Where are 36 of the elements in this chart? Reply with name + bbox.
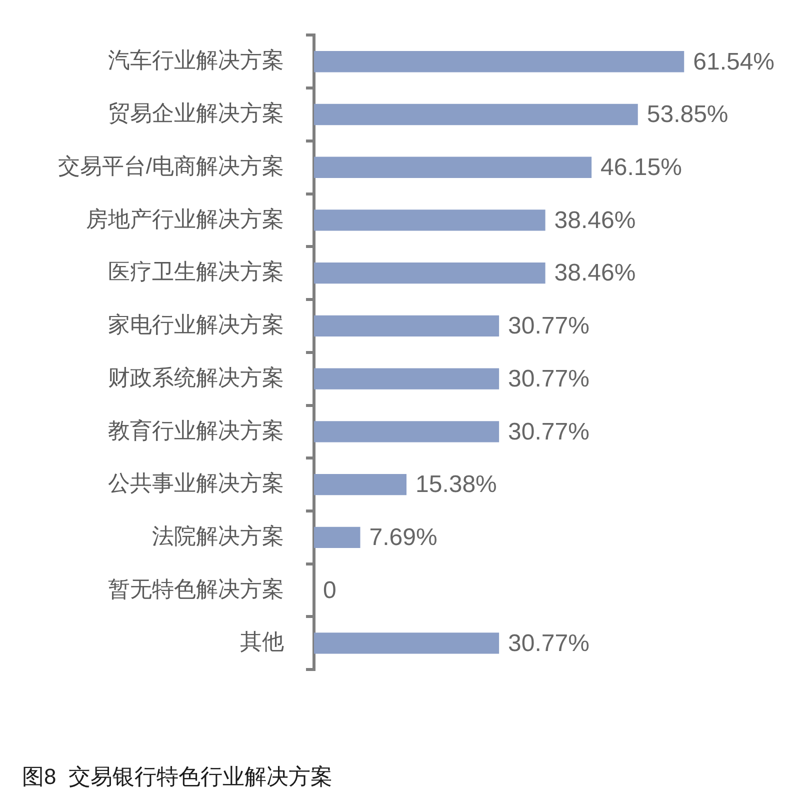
bar	[314, 210, 546, 231]
data-label: 53.85%	[646, 101, 728, 128]
y-tick-label: 汽车行业解决方案	[108, 48, 284, 73]
data-label: 38.46%	[554, 260, 636, 287]
y-tick-label: 公共事业解决方案	[108, 470, 284, 496]
data-label: 30.77%	[508, 312, 590, 340]
data-label: 46.15%	[600, 154, 682, 181]
y-tick-label: 教育行业解决方案	[108, 418, 284, 443]
data-label: 7.69%	[369, 524, 438, 552]
bar	[314, 368, 500, 390]
bar	[314, 262, 546, 284]
data-label: 30.77%	[508, 365, 590, 392]
y-tick-label: 交易平台/电商解决方案	[58, 153, 284, 178]
bar	[314, 156, 592, 178]
text: 图8 交易银行特色行业解决方案	[22, 764, 332, 789]
bar	[314, 51, 684, 72]
bar	[314, 104, 638, 126]
bar	[314, 526, 360, 548]
y-tick-label: 暂无特色解决方案	[108, 576, 284, 602]
bar	[314, 474, 406, 496]
y-tick-label: 医疗卫生解决方案	[108, 259, 284, 284]
data-label: 0	[323, 576, 336, 604]
bar	[314, 315, 500, 337]
y-tick-label: 家电行业解决方案	[108, 312, 284, 338]
data-label: 30.77%	[508, 630, 590, 657]
y-tick-label: 其他	[240, 629, 284, 654]
bar	[314, 632, 500, 654]
bar	[314, 421, 500, 442]
data-label: 30.77%	[508, 418, 590, 446]
y-tick-label: 法院解决方案	[152, 523, 284, 548]
data-label: 15.38%	[416, 471, 497, 498]
y-tick-label: 房地产行业解决方案	[86, 206, 284, 232]
y-tick-label: 财政系统解决方案	[108, 364, 284, 390]
data-label: 61.54%	[693, 48, 775, 76]
data-label: 38.46%	[554, 206, 636, 234]
y-tick-label: 贸易企业解决方案	[108, 100, 284, 126]
